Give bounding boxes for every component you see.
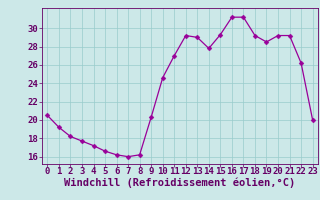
X-axis label: Windchill (Refroidissement éolien,°C): Windchill (Refroidissement éolien,°C) xyxy=(64,178,296,188)
